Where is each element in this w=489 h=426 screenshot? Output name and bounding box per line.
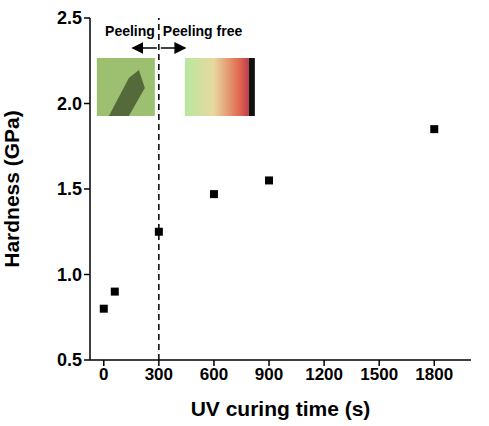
svg-text:0.5: 0.5	[57, 350, 82, 370]
svg-text:2.5: 2.5	[57, 8, 82, 28]
svg-text:600: 600	[200, 365, 228, 384]
svg-text:Hardness (GPa): Hardness (GPa)	[0, 110, 23, 268]
svg-text:1.0: 1.0	[57, 265, 82, 285]
svg-text:UV curing time (s): UV curing time (s)	[191, 397, 371, 420]
svg-text:900: 900	[255, 365, 283, 384]
svg-text:1800: 1800	[415, 365, 453, 384]
svg-text:300: 300	[145, 365, 173, 384]
svg-text:Peeling free: Peeling free	[163, 23, 243, 39]
svg-text:1500: 1500	[360, 365, 398, 384]
svg-text:Peeling: Peeling	[105, 23, 155, 39]
svg-text:0: 0	[99, 365, 108, 384]
svg-text:2.0: 2.0	[57, 94, 82, 114]
svg-text:1200: 1200	[305, 365, 343, 384]
svg-text:1.5: 1.5	[57, 179, 82, 199]
